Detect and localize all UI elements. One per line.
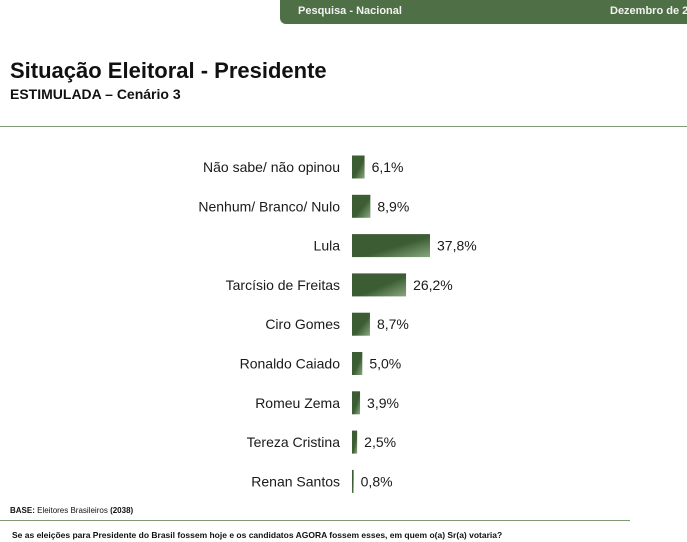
- date-label: Dezembro de 2: [610, 5, 687, 17]
- category-label: Ronaldo Caiado: [240, 356, 341, 372]
- base-note: BASE: Eleitores Brasileiros (2038): [10, 506, 133, 515]
- survey-label: Pesquisa - Nacional: [298, 5, 402, 17]
- category-label: Renan Santos: [251, 473, 340, 489]
- value-label: 37,8%: [437, 238, 477, 254]
- value-label: 8,9%: [377, 198, 409, 214]
- page-subtitle: ESTIMULADA – Cenário 3: [10, 86, 181, 102]
- bar: [352, 273, 407, 297]
- divider-top: [0, 126, 687, 127]
- category-label: Ciro Gomes: [265, 316, 340, 332]
- category-label: Tereza Cristina: [247, 434, 341, 450]
- category-label: Tarcísio de Freitas: [226, 277, 340, 293]
- value-label: 6,1%: [372, 159, 404, 175]
- base-label: BASE:: [10, 506, 35, 515]
- bar: [352, 194, 371, 218]
- bar: [352, 391, 361, 415]
- bar: [352, 469, 354, 493]
- value-label: 26,2%: [413, 277, 453, 293]
- value-label: 0,8%: [361, 473, 393, 489]
- header-bar: Pesquisa - Nacional Dezembro de 2: [280, 0, 687, 24]
- category-label: Não sabe/ não opinou: [203, 159, 340, 175]
- bar: [352, 312, 370, 336]
- page-title: Situação Eleitoral - Presidente: [10, 58, 327, 83]
- base-text: Eleitores Brasileiros: [37, 506, 108, 515]
- category-label: Nenhum/ Branco/ Nulo: [198, 198, 340, 214]
- value-label: 2,5%: [364, 434, 396, 450]
- survey-question: Se as eleições para Presidente do Brasil…: [12, 530, 503, 540]
- bar: [352, 155, 365, 179]
- value-label: 3,9%: [367, 395, 399, 411]
- divider-bottom: [0, 520, 630, 521]
- bar-chart: Não sabe/ não opinou 6,1% Nenhum/ Branco/ …: [198, 155, 477, 493]
- base-count: (2038): [110, 506, 134, 515]
- category-label: Lula: [314, 238, 341, 254]
- bar: [352, 430, 358, 454]
- bar: [352, 234, 430, 258]
- value-label: 5,0%: [369, 356, 401, 372]
- bar: [352, 352, 363, 375]
- category-label: Romeu Zema: [255, 395, 340, 411]
- value-label: 8,7%: [377, 316, 409, 332]
